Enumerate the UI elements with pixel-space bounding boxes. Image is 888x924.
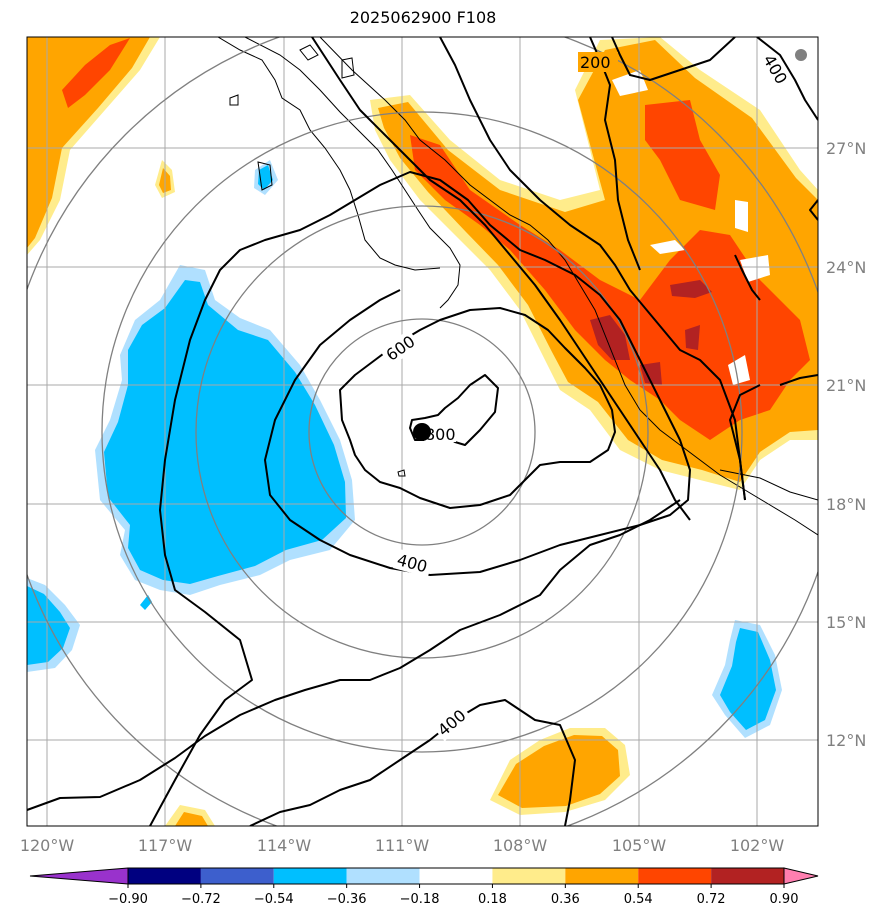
latitude-axis: 27°N 24°N 21°N 18°N 15°N 12°N xyxy=(826,139,866,750)
colorbar-tick-label: 0.36 xyxy=(551,892,580,907)
lat-label: 27°N xyxy=(826,139,866,158)
colorbar: −0.90 −0.72 −0.54 −0.36 −0.18 0.18 0.36 0.54 0.7… xyxy=(30,868,818,907)
lon-label: 102°W xyxy=(730,836,785,855)
colorbar-tick-label: 0.90 xyxy=(770,892,799,907)
colorbar-segment xyxy=(274,868,347,884)
colorbar-tick-label: −0.90 xyxy=(108,892,148,907)
lon-label: 120°W xyxy=(20,836,75,855)
colorbar-segment xyxy=(711,868,784,884)
colorbar-segment xyxy=(492,868,565,884)
colorbar-segment xyxy=(420,868,493,884)
lat-label: 15°N xyxy=(826,613,866,632)
island-1 xyxy=(300,45,318,60)
hole-2 xyxy=(735,200,748,232)
colorbar-extend-min xyxy=(30,868,128,884)
colorbar-tick-label: −0.36 xyxy=(327,892,367,907)
colorbar-extend-max xyxy=(784,868,818,884)
colorbar-segment xyxy=(201,868,274,884)
lon-label: 108°W xyxy=(493,836,548,855)
island-3 xyxy=(230,95,238,105)
lon-label: 117°W xyxy=(138,836,193,855)
shading-blue-tiny xyxy=(140,595,152,610)
colorbar-tick-label: −0.18 xyxy=(400,892,440,907)
colorbar-tick-label: −0.54 xyxy=(254,892,294,907)
storm-center-marker xyxy=(413,423,431,441)
longitude-axis: 120°W 117°W 114°W 111°W 108°W 105°W 102°… xyxy=(20,836,785,855)
lon-label: 105°W xyxy=(612,836,667,855)
colorbar-segment xyxy=(128,868,201,884)
colorbar-segment xyxy=(565,868,638,884)
lon-label: 114°W xyxy=(257,836,312,855)
contour-label-400-ne: 400 xyxy=(759,51,791,87)
colorbar-tick-label: 0.72 xyxy=(697,892,726,907)
map-plot-area: 200 400 600 800 400 400 xyxy=(2,12,842,852)
colorbar-segment xyxy=(347,868,420,884)
lat-label: 12°N xyxy=(826,731,866,750)
lat-label: 18°N xyxy=(826,495,866,514)
contour-label-400-center: 400 xyxy=(395,550,429,576)
colorbar-tick-label: −0.72 xyxy=(181,892,221,907)
lon-label: 111°W xyxy=(375,836,430,855)
colorbar-tick-label: 0.54 xyxy=(624,892,653,907)
colorbar-segment xyxy=(638,868,711,884)
contour-label-200: 200 xyxy=(580,53,611,72)
secondary-marker xyxy=(795,49,807,61)
lat-label: 21°N xyxy=(826,376,866,395)
colorbar-tick-label: 0.18 xyxy=(478,892,507,907)
lat-label: 24°N xyxy=(826,258,866,277)
